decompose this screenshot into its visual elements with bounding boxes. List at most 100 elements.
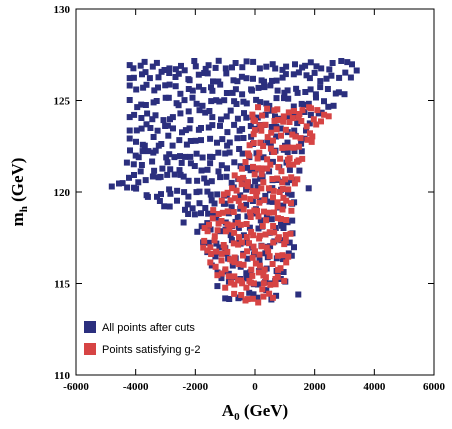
scatter-point: [273, 126, 280, 133]
scatter-point: [208, 178, 215, 185]
scatter-point: [252, 260, 259, 267]
scatter-point: [235, 241, 242, 248]
scatter-point: [187, 138, 194, 144]
scatter-point: [258, 127, 265, 134]
legend: All points after cuts Points satisfying …: [84, 321, 200, 356]
scatter-point: [313, 121, 320, 128]
scatter-point: [306, 75, 313, 82]
scatter-point: [238, 165, 245, 172]
x-axis-title-main: A: [222, 401, 235, 420]
scatter-point: [201, 237, 208, 244]
scatter-point: [246, 152, 252, 159]
scatter-point: [176, 137, 183, 144]
scatter-point: [309, 133, 316, 140]
scatter-point: [256, 149, 263, 156]
scatter-point: [175, 102, 182, 109]
ticks-layer: -6000 -4000 -2000 0 2000 4000 6000 110 115 120 125…: [54, 4, 446, 393]
scatter-point: [264, 134, 271, 141]
scatter-point: [318, 118, 324, 125]
scatter-point: [254, 188, 261, 195]
scatter-point: [288, 191, 295, 198]
scatter-point: [256, 65, 263, 72]
scatter-point: [174, 187, 181, 194]
scatter-point: [308, 138, 315, 145]
scatter-point: [166, 65, 173, 72]
scatter-point: [217, 122, 223, 129]
scatter-point: [328, 72, 335, 79]
scatter-point: [208, 197, 215, 204]
scatter-point: [249, 111, 256, 118]
scatter-point: [285, 186, 292, 193]
scatter-point: [157, 173, 164, 180]
scatter-point: [291, 199, 298, 206]
scatter-point: [243, 270, 250, 277]
scatter-point: [294, 158, 300, 165]
scatter-point: [224, 221, 231, 228]
scatter-point: [198, 125, 204, 131]
y-axis-title-main: m: [8, 212, 27, 226]
scatter-point: [189, 94, 196, 101]
x-tick-label: -4000: [123, 381, 149, 393]
scatter-point: [214, 191, 221, 198]
scatter-point: [232, 60, 239, 66]
scatter-point: [198, 137, 204, 144]
scatter-point: [228, 204, 235, 211]
scatter-point: [283, 217, 290, 223]
scatter-point: [252, 248, 258, 255]
scatter-point: [162, 82, 169, 89]
scatter-point: [218, 116, 224, 123]
scatter-point: [296, 167, 303, 174]
scatter-point: [142, 69, 149, 76]
scatter-point: [282, 71, 289, 78]
scatter-point: [246, 289, 253, 296]
scatter-point: [338, 58, 345, 64]
scatter-point: [155, 84, 161, 91]
scatter-point: [139, 71, 145, 78]
scatter-point: [250, 131, 257, 138]
scatter-point: [280, 202, 287, 209]
scatter-point: [234, 135, 241, 142]
scatter-point: [290, 71, 297, 78]
scatter-point: [216, 98, 223, 105]
scatter-point: [166, 203, 173, 210]
scatter-point: [260, 293, 267, 300]
scatter-point: [208, 262, 215, 269]
scatter-point: [139, 148, 146, 155]
scatter-point: [170, 125, 176, 132]
scatter-point: [255, 165, 262, 172]
scatter-point: [207, 135, 214, 142]
scatter-point: [218, 275, 225, 282]
scatter-point: [272, 113, 278, 120]
scatter-point: [223, 70, 230, 77]
scatter-point: [280, 269, 287, 275]
scatter-point: [274, 117, 281, 123]
scatter-point: [243, 186, 250, 193]
scatter-point: [302, 62, 309, 69]
scatter-point: [178, 159, 185, 166]
scatter-point: [167, 166, 174, 173]
scatter-point: [266, 253, 273, 260]
scatter-point: [308, 105, 314, 112]
scatter-point: [196, 107, 203, 114]
scatter-point: [222, 295, 229, 302]
scatter-point: [287, 230, 294, 237]
scatter-point: [336, 74, 343, 81]
scatter-point: [193, 150, 200, 157]
scatter-point: [246, 224, 253, 231]
scatter-point: [264, 105, 271, 112]
scatter-point: [230, 240, 237, 247]
scatter-point: [204, 166, 211, 173]
scatter-point: [285, 253, 292, 260]
scatter-point: [282, 238, 289, 244]
scatter-point: [215, 168, 222, 175]
scatter-point: [222, 228, 229, 235]
scatter-point: [207, 160, 214, 167]
scatter-point: [178, 62, 184, 69]
scatter-point: [200, 87, 207, 94]
scatter-point: [281, 277, 288, 284]
scatter-point: [344, 59, 351, 66]
scatter-point: [265, 248, 272, 255]
scatter-point: [164, 122, 171, 129]
scatter-point: [227, 232, 234, 239]
